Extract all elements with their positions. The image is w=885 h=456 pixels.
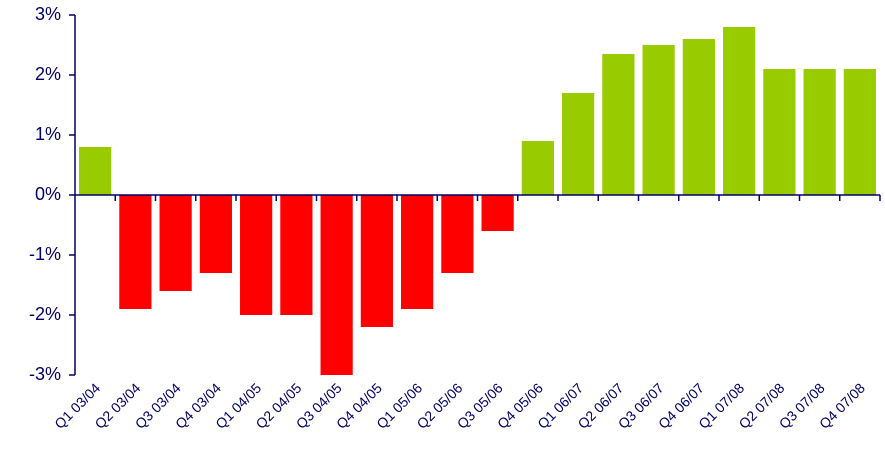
- bar: [441, 195, 474, 273]
- y-tick-label: 1%: [35, 124, 61, 144]
- y-tick-label: 3%: [35, 4, 61, 24]
- bar: [803, 69, 836, 195]
- bar: [199, 195, 232, 273]
- bar: [843, 69, 876, 195]
- bar: [159, 195, 192, 291]
- bar: [280, 195, 313, 315]
- bar: [360, 195, 393, 327]
- bar: [763, 69, 796, 195]
- y-tick-label: 0%: [35, 184, 61, 204]
- bar: [119, 195, 152, 309]
- bar: [642, 45, 675, 195]
- bar: [481, 195, 514, 231]
- bar: [682, 39, 715, 195]
- y-tick-label: -3%: [29, 364, 61, 384]
- bar: [240, 195, 273, 315]
- y-tick-label: 2%: [35, 64, 61, 84]
- bar: [320, 195, 353, 375]
- bar: [602, 54, 635, 195]
- bar: [79, 147, 112, 195]
- y-tick-label: -1%: [29, 244, 61, 264]
- y-tick-label: -2%: [29, 304, 61, 324]
- bar: [723, 27, 756, 195]
- bar: [562, 93, 595, 195]
- bar: [401, 195, 434, 309]
- bar: [521, 141, 554, 195]
